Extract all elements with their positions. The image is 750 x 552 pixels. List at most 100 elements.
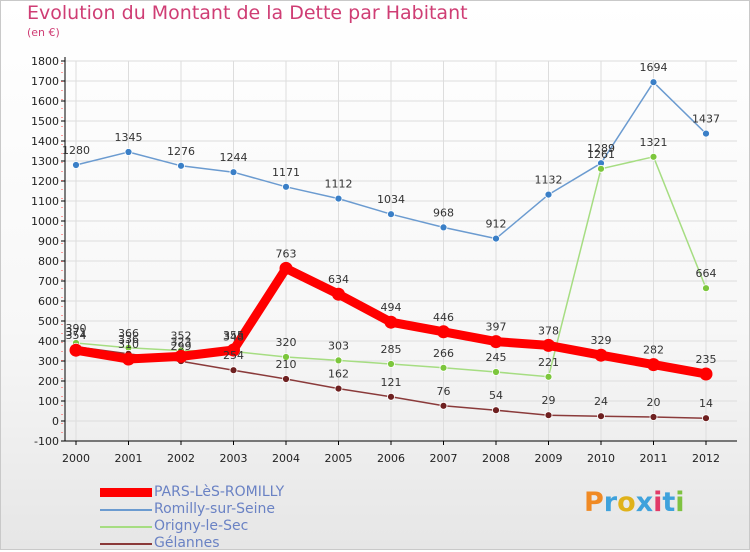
data-label-romilly-sur-seine: 912 [486,218,507,231]
data-label-origny-le-sec: 1321 [640,136,668,149]
x-tick-label: 2010 [587,452,615,465]
data-point-pars-les-romilly [122,352,135,366]
data-label-romilly-sur-seine: 1280 [62,144,90,157]
data-point-gelannes [282,375,290,383]
logo-letter: i [653,487,663,518]
data-label-romilly-sur-seine: 1345 [115,131,143,144]
data-point-pars-les-romilly [699,367,713,381]
legend-label: Origny-le-Sec [154,518,249,534]
data-label-gelannes: 76 [437,385,451,398]
data-point-pars-les-romilly [384,315,398,329]
data-point-romilly-sur-seine [334,194,343,203]
data-point-pars-les-romilly [542,338,555,352]
data-point-origny-le-sec [387,360,395,368]
y-tick-label: -100 [34,435,59,448]
data-point-origny-le-sec [282,353,290,361]
data-label-pars-les-romilly: 494 [381,301,402,314]
data-point-gelannes [229,366,238,375]
data-label-gelannes: 254 [223,349,244,362]
proxiti-logo: Proxiti [584,487,685,518]
data-label-pars-les-romilly: 634 [328,273,349,286]
legend-label: Gélannes [154,535,220,551]
logo-letter: t [662,487,676,518]
data-label-gelannes: 24 [594,395,608,408]
data-point-gelannes [597,412,605,421]
data-point-romilly-sur-seine [544,190,553,199]
logo-letter: r [603,487,618,518]
data-point-pars-les-romilly [279,261,293,275]
y-tick-label: 1100 [31,195,59,208]
data-point-origny-le-sec [544,372,553,381]
data-point-pars-les-romilly [227,343,240,357]
data-label-romilly-sur-seine: 1171 [272,166,300,179]
series-lines [69,78,713,423]
x-tick-label: 2003 [220,452,248,465]
data-point-pars-les-romilly [647,358,660,372]
data-labels: 1280 1345 1276 1244 1171 1112 1034 968 912 1132 12… [62,61,720,410]
data-label-gelannes: 162 [328,368,349,381]
data-point-origny-le-sec [492,368,500,376]
axes [61,57,737,445]
chart-title: Evolution du Montant de la Dette par Hab… [27,2,468,24]
y-tick-label: 200 [38,375,59,388]
data-label-origny-le-sec: 366 [118,327,139,340]
data-label-gelannes: 29 [542,394,556,407]
y-tick-label: 0 [52,415,59,428]
x-tick-label: 2012 [692,452,720,465]
x-tick-label: 2004 [272,452,300,465]
x-tick-label: 2007 [430,452,458,465]
x-tick-label: 2009 [535,452,563,465]
legend-label: PARS-LèS-ROMILLY [154,484,285,500]
x-tick-label: 2008 [482,452,510,465]
data-point-gelannes [544,411,553,420]
y-tick-label: 1700 [31,75,59,88]
data-label-pars-les-romilly: 323 [171,335,192,348]
data-label-romilly-sur-seine: 1694 [640,61,668,74]
data-label-origny-le-sec: 285 [381,343,402,356]
data-label-pars-les-romilly: 446 [433,311,454,324]
data-label-pars-les-romilly: 282 [643,344,664,357]
data-point-pars-les-romilly [174,349,188,363]
data-point-romilly-sur-seine [72,161,80,169]
data-label-romilly-sur-seine: 1132 [535,174,563,187]
data-point-pars-les-romilly [332,287,345,301]
data-point-romilly-sur-seine [492,234,500,243]
x-tick-label: 2005 [325,452,353,465]
y-tick-label: 1300 [31,155,59,168]
x-tick-label: 2001 [115,452,143,465]
y-tick-label: 1000 [31,215,59,228]
y-tick-label: 900 [38,235,59,248]
data-label-origny-le-sec: 348 [223,330,244,343]
data-label-romilly-sur-seine: 968 [433,206,454,219]
data-label-gelannes: 54 [489,389,503,402]
x-tick-label: 2002 [167,452,195,465]
x-tick-label: 2011 [640,452,668,465]
data-label-origny-le-sec: 266 [433,347,454,360]
data-label-gelannes: 299 [171,340,192,353]
data-label-pars-les-romilly: 378 [538,324,559,337]
data-label-gelannes: 371 [66,326,87,339]
legend-swatch [100,488,152,497]
data-label-romilly-sur-seine: 1112 [325,178,353,191]
data-label-pars-les-romilly: 310 [118,338,139,351]
data-label-pars-les-romilly: 397 [486,321,507,334]
data-label-origny-le-sec: 664 [696,267,717,280]
y-tick-label: 400 [38,335,59,348]
data-point-romilly-sur-seine [177,161,185,170]
data-label-gelannes: 336 [118,333,139,346]
data-point-romilly-sur-seine [702,129,710,138]
data-label-pars-les-romilly: 354 [66,329,87,342]
data-point-romilly-sur-seine [282,182,290,191]
data-point-gelannes [439,401,448,410]
y-tick-label: 500 [38,315,59,328]
x-tick-labels: 2000 2001 2002 2003 2004 2005 2006 2007 2008 2009… [62,452,720,465]
y-tick-label: 1400 [31,135,59,148]
y-tick-labels: -100 0 100 200 300 400 500 600 700 800 900 1000 1100… [31,55,59,448]
data-point-romilly-sur-seine [649,78,658,87]
data-label-romilly-sur-seine: 1437 [692,113,720,126]
data-label-origny-le-sec: 1261 [587,148,615,161]
data-point-romilly-sur-seine [387,210,395,219]
data-label-romilly-sur-seine: 1244 [220,151,248,164]
